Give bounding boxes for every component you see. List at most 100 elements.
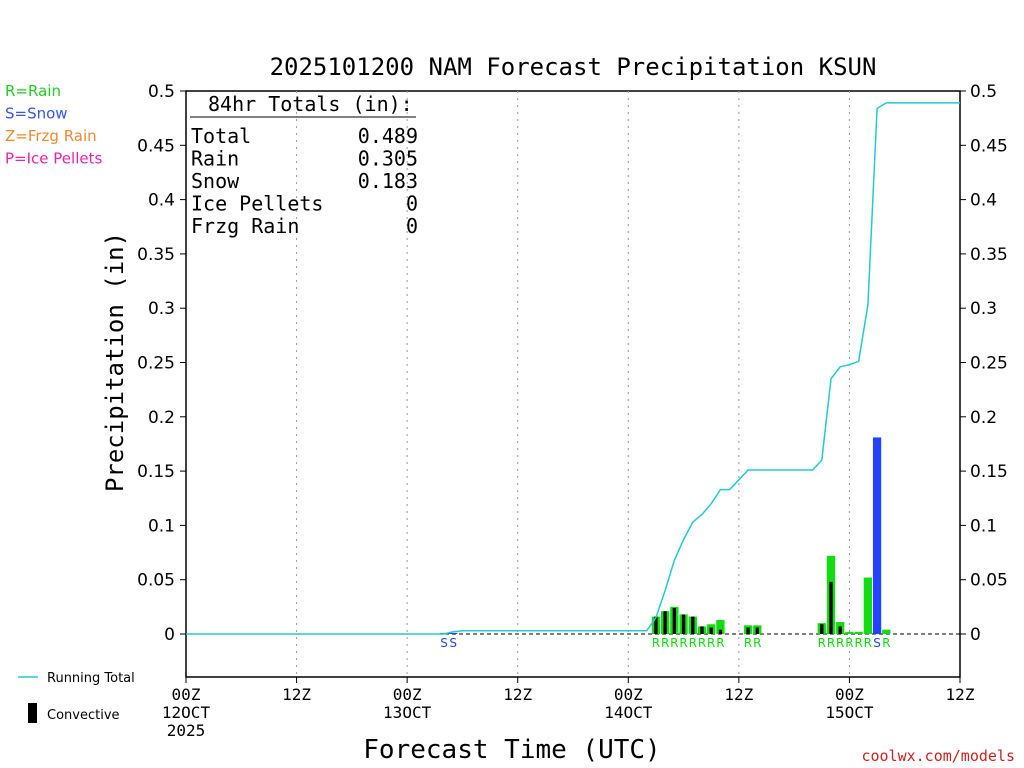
x-tick-label: 00Z xyxy=(835,685,864,704)
credit-label: coolwx.com/models xyxy=(861,747,1015,765)
y-axis-left-ticks: 0 0.05 0.1 0.15 0.2 0.25 0.3 0.35 0.4 0.45 0.5 xyxy=(137,82,186,645)
x-tick-label: 12Z xyxy=(946,685,975,704)
y-tick-label-right: 0.5 xyxy=(970,82,997,102)
totals-row-label: Frzg Rain xyxy=(191,214,299,238)
precip-type-label: R xyxy=(670,636,678,650)
x-tick-label: 00Z xyxy=(614,685,643,704)
x-tick-label: 15OCT xyxy=(825,703,874,722)
legend-type-item: P=Ice Pellets xyxy=(5,150,102,168)
convective-bar xyxy=(829,581,833,634)
totals-row-value: 0 xyxy=(406,192,418,216)
y-tick-label: 0.4 xyxy=(148,191,175,211)
precip-type-label: S xyxy=(449,636,457,650)
precip-type-label: R xyxy=(753,636,761,650)
y-tick-label-right: 0.2 xyxy=(970,408,997,428)
precip-bar xyxy=(863,577,873,634)
y-tick-label-right: 0.25 xyxy=(970,354,1008,374)
convective-bar xyxy=(700,626,704,634)
convective-bar xyxy=(691,616,695,634)
totals-row-label: Total xyxy=(191,124,251,148)
x-tick-label: 00Z xyxy=(172,685,201,704)
y-tick-label: 0.35 xyxy=(137,245,175,265)
convective-bar xyxy=(820,624,824,634)
y-tick-label: 0.15 xyxy=(137,462,175,482)
convective-bar xyxy=(709,627,713,634)
x-tick-label: 13OCT xyxy=(383,703,432,722)
y-axis-label: Precipitation (in) xyxy=(101,232,129,492)
precip-bar xyxy=(845,631,854,634)
precip-type-label: S xyxy=(873,636,881,650)
y-tick-label: 0.5 xyxy=(148,82,175,102)
x-tick-label: 12Z xyxy=(282,685,311,704)
totals-row-label: Ice Pellets xyxy=(191,192,323,216)
y-tick-label-right: 0.3 xyxy=(970,299,997,319)
convective-bars xyxy=(654,581,842,634)
totals-header: 84hr Totals (in): xyxy=(208,92,413,116)
precip-type-label: R xyxy=(818,636,826,650)
y-tick-label: 0 xyxy=(164,625,175,645)
precip-type-label: R xyxy=(652,636,660,650)
y-tick-label-right: 0.15 xyxy=(970,462,1008,482)
convective-bar xyxy=(746,627,750,634)
precip-type-label: R xyxy=(836,636,844,650)
y-tick-label: 0.25 xyxy=(137,354,175,374)
precip-type-label: R xyxy=(661,636,669,650)
precip-type-label: R xyxy=(845,636,853,650)
x-tick-label: 00Z xyxy=(393,685,422,704)
y-axis-right-ticks: 0 0.05 0.1 0.15 0.2 0.25 0.3 0.35 0.4 0.45 0.5 xyxy=(960,82,1008,645)
precip-bars xyxy=(439,437,891,634)
precip-bar xyxy=(449,632,458,634)
convective-legend-swatch xyxy=(28,703,37,723)
convective-bar xyxy=(681,614,686,634)
precip-type-label: R xyxy=(689,636,697,650)
legend-type-item: Z=Frzg Rain xyxy=(5,127,97,145)
convective-bar xyxy=(718,629,723,634)
totals-row-label: Rain xyxy=(191,147,239,171)
y-tick-label-right: 0.1 xyxy=(970,516,997,536)
y-tick-label: 0.05 xyxy=(137,571,175,591)
plot-frame xyxy=(185,90,961,678)
precip-bar xyxy=(716,619,725,634)
y-tick-label: 0.1 xyxy=(148,516,175,536)
y-tick-label-right: 0.45 xyxy=(970,136,1008,156)
totals-row-value: 0 xyxy=(406,214,418,238)
precip-type-label: R xyxy=(716,636,724,650)
precip-type-label: R xyxy=(854,636,862,650)
totals-box: 84hr Totals (in): Total 0.489 Rain 0.305 Sno… xyxy=(190,92,418,238)
convective-bar xyxy=(672,607,677,634)
x-axis-label: Forecast Time (UTC) xyxy=(363,735,660,765)
chart-title: 2025101200 NAM Forecast Precipitation KS… xyxy=(270,53,877,81)
precip-bar xyxy=(854,631,863,634)
running-total-legend-label: Running Total xyxy=(47,671,135,686)
precip-type-label: R xyxy=(864,636,872,650)
precip-bar xyxy=(882,629,891,634)
totals-row-value: 0.305 xyxy=(358,147,418,171)
x-tick-label: 14OCT xyxy=(604,703,653,722)
convective-legend-label: Convective xyxy=(47,708,120,723)
precip-type-label: R xyxy=(698,636,706,650)
totals-row-value: 0.183 xyxy=(358,169,418,193)
y-tick-label-right: 0 xyxy=(970,625,981,645)
precip-bar xyxy=(872,437,882,634)
legend-type-item: R=Rain xyxy=(5,82,61,100)
precip-type-label: R xyxy=(882,636,890,650)
convective-bar xyxy=(755,627,759,634)
x-tick-label: 12OCT xyxy=(162,703,211,722)
running-total-line xyxy=(186,102,960,635)
precip-type-label: R xyxy=(679,636,687,650)
x-tick-label: 2025 xyxy=(167,721,206,740)
precip-type-label: R xyxy=(827,636,835,650)
convective-bar xyxy=(838,626,842,634)
x-tick-label: 12Z xyxy=(503,685,532,704)
precip-type-legend: R=Rain S=Snow Z=Frzg Rain P=Ice Pellets xyxy=(5,82,102,168)
convective-bar xyxy=(654,616,658,634)
y-tick-label: 0.45 xyxy=(137,136,175,156)
legend-type-item: S=Snow xyxy=(5,105,68,123)
y-tick-label-right: 0.35 xyxy=(970,245,1008,265)
totals-row-value: 0.489 xyxy=(358,124,418,148)
precip-type-label: R xyxy=(707,636,715,650)
y-tick-label-right: 0.4 xyxy=(970,191,997,211)
